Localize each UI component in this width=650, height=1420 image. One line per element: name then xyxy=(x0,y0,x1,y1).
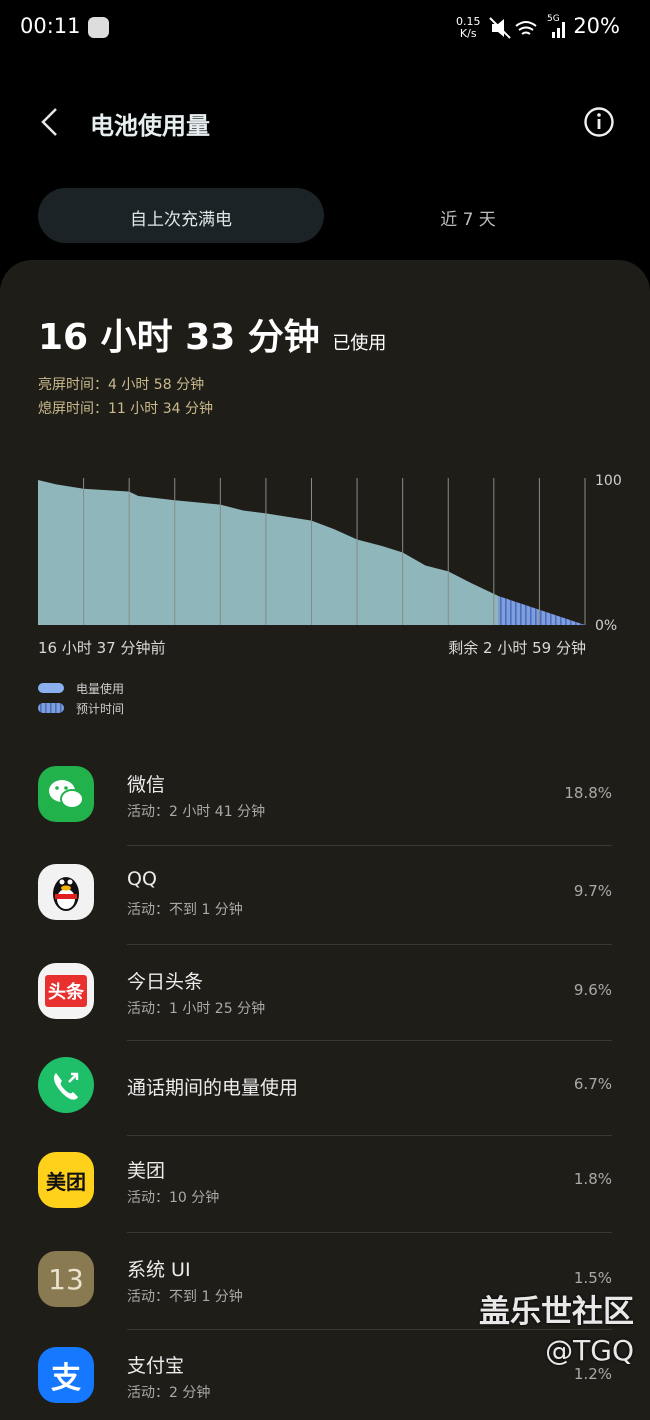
net-speed-unit: K/s xyxy=(459,27,477,40)
clock: 00:11 xyxy=(20,14,81,38)
tab-selected[interactable] xyxy=(38,188,324,243)
legend-label: 电量使用 xyxy=(76,681,124,696)
legend-swatch xyxy=(38,683,64,693)
divider xyxy=(127,1329,612,1330)
icon-text: 支 xyxy=(51,1361,81,1396)
net-speed: 0.15 K/s xyxy=(456,16,481,40)
battery-area xyxy=(498,596,585,625)
app-icon: 13 xyxy=(38,1251,94,1307)
watermark-site: 盖乐世社区 xyxy=(479,1294,634,1330)
back-button[interactable] xyxy=(36,106,62,138)
app-detail: 活动：不到 1 分钟 xyxy=(127,902,243,918)
app-usage: 1.5% xyxy=(573,1269,612,1287)
icon-text: 美团 xyxy=(46,1169,86,1194)
app-icon xyxy=(38,766,94,822)
app-detail: 活动：1 小时 25 分钟 xyxy=(127,1001,266,1017)
app-usage: 1.2% xyxy=(573,1365,612,1383)
x-start-label: 16 小时 37 分钟前 xyxy=(38,639,165,657)
net-speed-value: 0.15 xyxy=(456,15,481,28)
app-icon: 头条 xyxy=(38,963,94,1019)
divider xyxy=(127,944,612,945)
total-usage: 16 小时 33 分钟 已使用 xyxy=(38,308,386,360)
app-usage: 18.8% xyxy=(564,784,612,802)
app-icon: 支 xyxy=(38,1347,94,1403)
divider xyxy=(127,845,612,846)
y-tick-label: 0% xyxy=(595,618,617,634)
watermark-handle: @TGQ xyxy=(545,1334,634,1367)
divider xyxy=(127,1232,612,1233)
tab-label[interactable]: 近 7 天 xyxy=(440,210,496,230)
app-name: 支付宝 xyxy=(127,1355,185,1377)
app-detail: 活动：10 分钟 xyxy=(127,1190,220,1206)
app-icon xyxy=(38,864,94,920)
notification-icon xyxy=(88,17,109,38)
legend-swatch xyxy=(38,703,64,713)
app-usage: 1.8% xyxy=(573,1170,612,1188)
app-name: 系统 UI xyxy=(127,1259,191,1281)
app-icon xyxy=(38,1057,94,1113)
app-detail: 活动：2 小时 41 分钟 xyxy=(127,804,266,820)
app-name: 通话期间的电量使用 xyxy=(127,1077,299,1099)
app-detail: 活动：不到 1 分钟 xyxy=(127,1289,243,1305)
app-name: 美团 xyxy=(127,1160,166,1182)
y-tick-label: 100 xyxy=(595,473,622,489)
total-suffix: 已使用 xyxy=(332,333,387,354)
icon-text: 13 xyxy=(48,1262,84,1296)
screen-off-time: 熄屏时间：11 小时 34 分钟 xyxy=(38,401,213,417)
app-usage: 9.7% xyxy=(573,882,612,900)
divider xyxy=(127,1040,612,1041)
info-button[interactable] xyxy=(583,106,615,138)
screen-on-time: 亮屏时间：4 小时 58 分钟 xyxy=(38,377,205,393)
page-title: 电池使用量 xyxy=(90,112,210,140)
network-type: 5G xyxy=(547,14,560,24)
x-end-label: 剩余 2 小时 59 分钟 xyxy=(448,639,586,657)
app-name: QQ xyxy=(127,868,157,890)
app-usage: 9.6% xyxy=(573,981,612,999)
icon-text: 头条 xyxy=(45,975,87,1007)
status-icons xyxy=(489,17,565,39)
divider xyxy=(127,1135,612,1136)
total-time: 16 小时 33 分钟 xyxy=(38,317,320,358)
app-icon: 美团 xyxy=(38,1152,94,1208)
tab-label[interactable]: 自上次充满电 xyxy=(130,210,232,230)
usage-card xyxy=(0,260,650,1420)
battery-level: 20% xyxy=(573,14,620,38)
app-name: 今日头条 xyxy=(127,971,204,993)
app-usage: 6.7% xyxy=(573,1075,612,1093)
app-detail: 活动：2 分钟 xyxy=(127,1385,211,1401)
battery-area xyxy=(38,480,499,625)
legend-label: 预计时间 xyxy=(76,702,124,716)
app-name: 微信 xyxy=(127,774,166,796)
